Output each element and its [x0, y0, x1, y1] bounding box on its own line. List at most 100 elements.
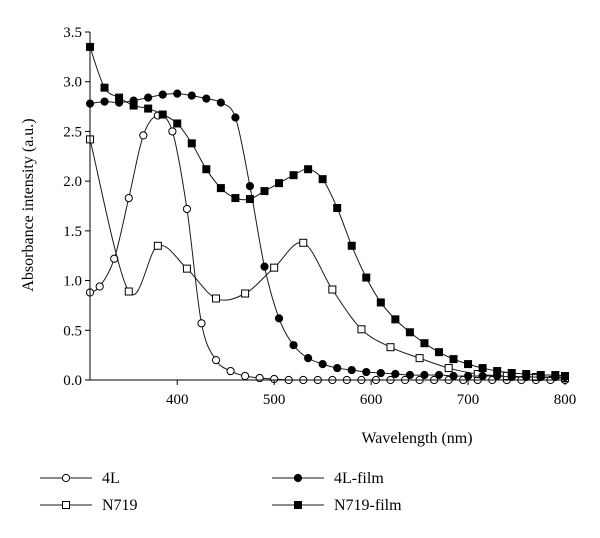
data-point-n719-film: [260, 187, 269, 196]
legend-label-n719: N719: [102, 497, 138, 514]
legend: 4L N719 4L-film N719-film: [40, 470, 402, 514]
data-point-n719-film: [100, 83, 109, 92]
data-point-n719: [415, 354, 424, 363]
data-point-n719-film: [536, 371, 545, 380]
data-point-4l-film: [144, 93, 153, 102]
data-point-4l-film: [333, 363, 342, 373]
data-point-n719-film: [493, 367, 502, 376]
data-point-n719: [328, 285, 337, 294]
data-point-n719-film: [434, 348, 443, 357]
data-point-4l-film: [405, 370, 414, 380]
data-point-n719-film: [464, 360, 473, 369]
series-n719: [86, 135, 569, 383]
x-tick-label: 600: [360, 392, 383, 408]
y-tick-label: 1.5: [63, 224, 82, 240]
data-point-n719-film: [304, 165, 313, 174]
data-point-n719-film: [420, 339, 429, 348]
data-point-n719: [124, 287, 133, 296]
data-point-n719: [386, 343, 395, 352]
y-tick-label: 3.5: [63, 25, 82, 41]
data-point-4l-film: [187, 91, 196, 100]
data-point-4l: [168, 127, 177, 136]
data-point-n719-film: [507, 369, 516, 378]
data-point-n719-film: [376, 298, 385, 307]
plot-area: [85, 42, 570, 385]
data-point-4l-film: [289, 341, 298, 350]
data-point-4l: [182, 204, 192, 214]
legend-marker-4l: [61, 473, 71, 483]
legend-marker-4l-film: [293, 473, 303, 483]
legend-label-4l: 4L: [102, 470, 120, 487]
data-point-n719-film: [202, 165, 211, 174]
data-point-n719-film: [551, 371, 560, 380]
data-point-n719-film: [275, 179, 284, 188]
data-point-4l: [197, 319, 206, 328]
data-point-4l-film: [274, 314, 284, 323]
data-point-4l: [255, 373, 264, 383]
data-point-n719-film: [362, 273, 371, 282]
data-point-4l-film: [245, 182, 255, 191]
data-point-4l-film: [231, 113, 240, 122]
data-point-4l-film: [463, 371, 473, 381]
data-point-n719: [182, 264, 191, 273]
data-point-4l-film: [158, 90, 167, 99]
data-point-n719: [153, 241, 162, 250]
series-line-n719: [89, 139, 566, 379]
data-point-4l-film: [347, 365, 356, 375]
data-point-4l-film: [304, 354, 313, 363]
data-point-4l-film: [216, 98, 225, 107]
data-point-n719: [299, 238, 308, 247]
axes: 0.0 0.5 1.0 1.5 2.0 2.5 3.0 3.5 400 500 600 700 800: [63, 25, 576, 408]
data-point-4l: [211, 356, 221, 365]
data-point-4l-film: [100, 97, 109, 106]
data-point-4l-film: [202, 94, 211, 103]
data-point-4l: [226, 366, 235, 376]
legend-entry-n719-film: N719-film: [272, 497, 402, 514]
y-tick-label: 1.0: [63, 274, 82, 290]
y-tick-label: 2.5: [63, 124, 82, 140]
data-point-n719-film: [289, 171, 298, 180]
legend-entry-4l-film: 4L-film: [272, 470, 384, 487]
y-tick-label: 2.0: [63, 174, 82, 190]
data-point-n719-film: [158, 110, 167, 119]
data-point-4l-film: [173, 89, 182, 98]
data-point-n719-film: [561, 372, 569, 381]
x-axis-title: Wavelength (nm): [361, 430, 472, 447]
data-point-n719-film: [129, 101, 138, 110]
data-point-4l: [95, 282, 104, 291]
data-point-4l-film: [260, 262, 269, 271]
legend-entry-n719: N719: [40, 497, 138, 514]
x-tick-label: 500: [263, 392, 286, 408]
data-point-n719-film: [216, 184, 225, 193]
data-point-n719-film: [478, 364, 487, 373]
data-point-n719-film: [333, 203, 342, 212]
data-point-4l-film: [318, 359, 327, 369]
data-point-4l-film: [376, 368, 385, 378]
data-point-n719-film: [173, 119, 182, 128]
data-point-n719-film: [405, 328, 414, 337]
data-point-4l: [124, 193, 133, 203]
data-point-n719: [357, 325, 366, 334]
legend-entry-4l: 4L: [40, 470, 120, 487]
legend-label-n719-film: N719-film: [334, 497, 402, 514]
y-axis-title: Absorbance intensity (a.u.): [20, 118, 37, 291]
x-tick-label: 400: [166, 392, 189, 408]
data-point-n719-film: [449, 355, 458, 364]
data-point-4l-film: [449, 371, 458, 381]
data-point-4l-film: [420, 370, 429, 380]
data-point-4l-film: [391, 369, 400, 379]
data-point-n719-film: [187, 139, 196, 148]
data-point-n719-film: [144, 104, 153, 113]
data-point-n719: [444, 364, 453, 373]
data-point-n719-film: [347, 241, 356, 250]
legend-marker-n719-film: [294, 501, 302, 509]
y-tick-label: 0.0: [63, 373, 82, 389]
data-point-4l: [241, 371, 250, 381]
series-line-4l-film: [89, 93, 565, 378]
data-point-n719-film: [231, 194, 240, 203]
x-tick-label: 700: [457, 392, 480, 408]
data-point-n719-film: [318, 175, 327, 184]
y-tick-label: 3.0: [63, 75, 82, 91]
data-point-n719-film: [522, 370, 531, 379]
